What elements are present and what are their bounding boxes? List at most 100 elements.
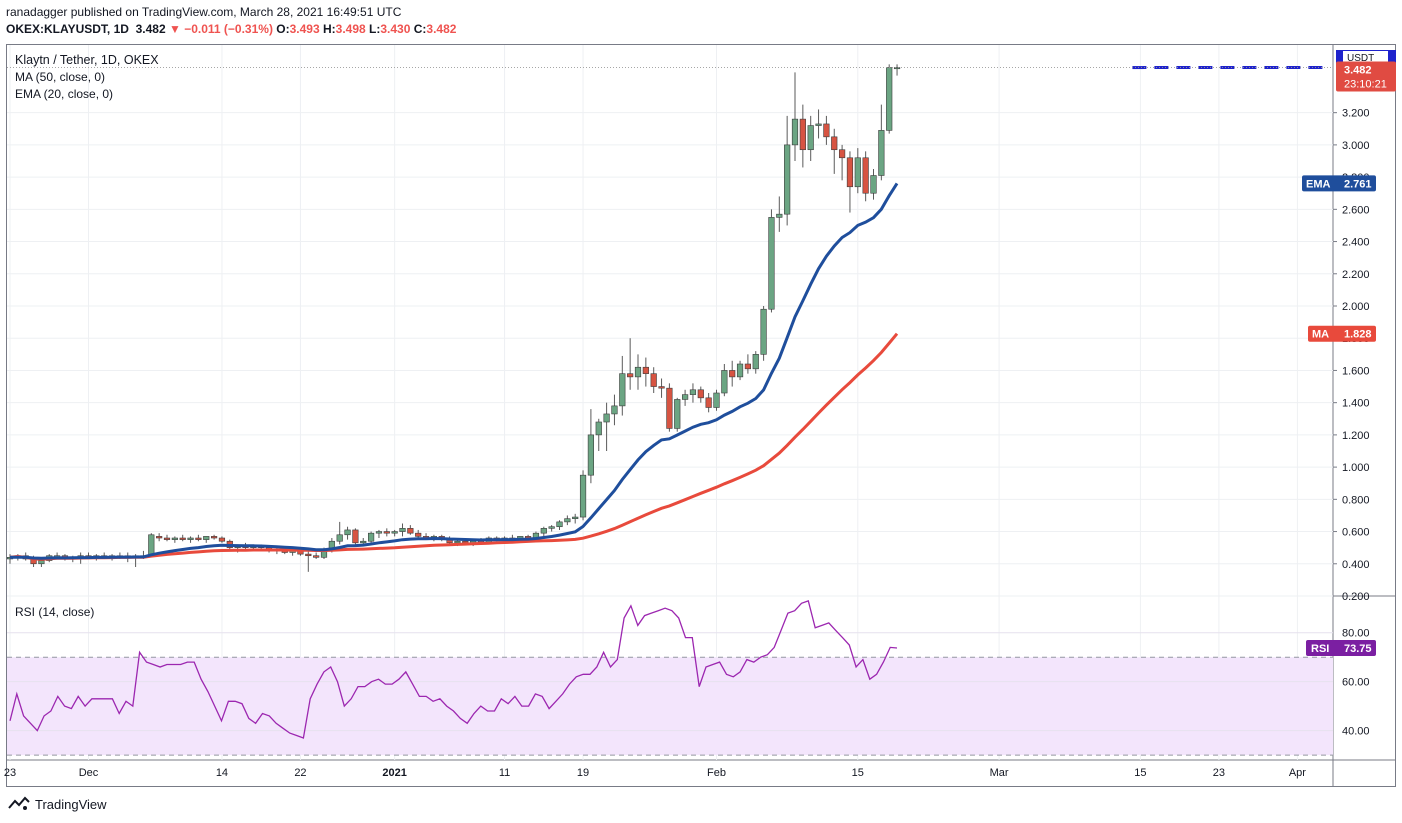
brand-name: TradingView <box>35 796 107 812</box>
candle-body[interactable] <box>313 555 320 558</box>
candle-body[interactable] <box>627 373 634 378</box>
candle-body[interactable] <box>886 67 893 131</box>
candle-body[interactable] <box>744 363 751 370</box>
candle-body[interactable] <box>681 394 689 400</box>
candle-body[interactable] <box>218 537 226 542</box>
candle-body[interactable] <box>768 217 775 310</box>
candle-body[interactable] <box>619 373 626 407</box>
candle-body[interactable] <box>548 526 555 529</box>
candle-body[interactable] <box>391 531 398 534</box>
candle-body[interactable] <box>211 536 218 539</box>
candle-body[interactable] <box>799 118 806 151</box>
candle-body[interactable] <box>360 540 367 544</box>
candle-body[interactable] <box>752 354 759 370</box>
candle-body[interactable] <box>556 521 563 528</box>
ma-tag-value: 1.828 <box>1344 329 1372 341</box>
rsi-legend[interactable]: RSI (14, close) <box>15 605 95 619</box>
rsi-tick-label: 60.00 <box>1342 677 1370 689</box>
candle-body[interactable] <box>666 387 673 429</box>
candle-body[interactable] <box>862 157 869 194</box>
time-label: 23 <box>4 767 16 779</box>
candle-body[interactable] <box>776 213 783 218</box>
candle-body[interactable] <box>760 308 767 355</box>
candle-body[interactable] <box>179 537 186 540</box>
candle-body[interactable] <box>642 366 649 374</box>
candle-body[interactable] <box>595 421 602 436</box>
ema-tag-label: EMA <box>1306 178 1331 190</box>
candle-body[interactable] <box>736 363 744 378</box>
rsi-line[interactable] <box>9 600 898 739</box>
candle-body[interactable] <box>375 531 383 534</box>
candle-body[interactable] <box>791 118 799 146</box>
candle-body[interactable] <box>611 405 618 415</box>
candle-body[interactable] <box>893 67 901 70</box>
candle-body[interactable] <box>658 386 665 389</box>
down-arrow-icon: ▼ <box>168 22 181 36</box>
candle-body[interactable] <box>823 123 830 138</box>
candle-body[interactable] <box>815 123 822 126</box>
candle-body[interactable] <box>187 537 194 540</box>
ema-tag <box>1302 175 1376 192</box>
candle-body[interactable] <box>195 537 202 540</box>
candle-body[interactable] <box>564 518 571 523</box>
candle-body[interactable] <box>721 370 728 394</box>
tradingview-logo[interactable]: TradingView <box>8 796 107 812</box>
candle-body[interactable] <box>603 413 610 423</box>
candle-body[interactable] <box>163 537 171 540</box>
price-tick-label: 0.200 <box>1342 591 1370 603</box>
candle-body[interactable] <box>148 534 155 557</box>
last-price-tag <box>1336 61 1396 92</box>
candle-body[interactable] <box>854 157 861 188</box>
candle-body[interactable] <box>38 560 45 565</box>
candle-body[interactable] <box>650 373 657 387</box>
candle-body[interactable] <box>572 516 579 519</box>
candle-body[interactable] <box>713 392 720 408</box>
candle-body[interactable] <box>383 531 390 534</box>
candle-body[interactable] <box>156 536 163 539</box>
candle-body[interactable] <box>171 537 178 540</box>
rsi-tick-label: 80.00 <box>1342 628 1370 640</box>
symbol[interactable]: OKEX:KLAYUSDT, 1D <box>6 22 129 36</box>
change: −0.011 (−0.31%) <box>184 22 273 36</box>
candle-body[interactable] <box>674 399 681 429</box>
candle-body[interactable] <box>846 157 854 188</box>
candle-body[interactable] <box>729 370 736 378</box>
rsi-tick-label: 40.00 <box>1342 726 1370 738</box>
time-label: 15 <box>1134 767 1146 779</box>
currency-label: USDT <box>1347 53 1374 64</box>
candle-body[interactable] <box>697 389 704 399</box>
candle-body[interactable] <box>870 175 877 194</box>
ma50-line[interactable] <box>9 332 899 561</box>
publish-info: ranadagger published on TradingView.com,… <box>6 5 402 19</box>
candle-body[interactable] <box>344 529 351 536</box>
candle-body[interactable] <box>807 125 814 151</box>
candle-body[interactable] <box>336 534 343 542</box>
ema-tag-value: 2.761 <box>1344 178 1372 190</box>
candle-body[interactable] <box>399 528 406 532</box>
candle-body[interactable] <box>689 389 697 395</box>
candle-body[interactable] <box>705 397 712 408</box>
chart-title: Klaytn / Tether, 1D, OKEX <box>15 53 159 67</box>
candle-body[interactable] <box>634 366 642 378</box>
candle-body[interactable] <box>454 540 461 544</box>
ma-legend[interactable]: MA (50, close, 0) <box>15 70 106 84</box>
price-tick-label: 3.200 <box>1342 108 1370 120</box>
candle-body[interactable] <box>540 528 547 534</box>
ema-legend[interactable]: EMA (20, close, 0) <box>15 87 114 101</box>
candle-body[interactable] <box>587 434 594 476</box>
candle-body[interactable] <box>367 532 375 542</box>
candle-body[interactable] <box>838 149 846 159</box>
candle-body[interactable] <box>352 529 359 544</box>
ema20-line[interactable] <box>9 182 899 560</box>
candle-body[interactable] <box>305 553 312 557</box>
high-value: 3.498 <box>335 22 366 36</box>
candle-body[interactable] <box>203 536 210 540</box>
candle-body[interactable] <box>579 474 587 518</box>
candle-body[interactable] <box>415 532 422 537</box>
last-price: 3.482 <box>135 22 166 36</box>
candle-body[interactable] <box>831 136 838 151</box>
candle-body[interactable] <box>784 144 791 215</box>
candle-body[interactable] <box>407 528 414 534</box>
candle-body[interactable] <box>878 130 885 176</box>
